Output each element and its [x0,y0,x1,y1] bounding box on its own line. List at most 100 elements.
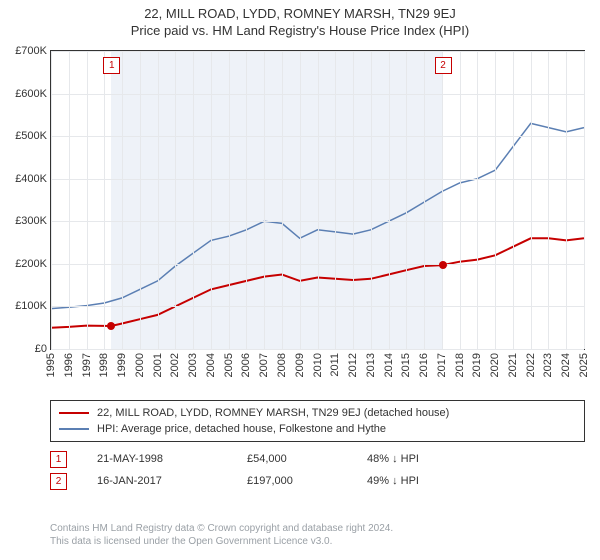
y-axis-label: £700K [15,45,47,57]
legend-row: HPI: Average price, detached house, Folk… [59,421,576,437]
gridline-vertical [87,51,88,349]
sale-row-marker: 2 [50,473,67,490]
gridline-vertical [246,51,247,349]
gridline-vertical [264,51,265,349]
legend-row: 22, MILL ROAD, LYDD, ROMNEY MARSH, TN29 … [59,405,576,421]
legend-label: 22, MILL ROAD, LYDD, ROMNEY MARSH, TN29 … [97,405,449,421]
x-axis-label: 2002 [169,353,181,377]
y-axis-label: £200K [15,258,47,270]
x-axis-label: 1996 [63,353,75,377]
sale-price: £54,000 [247,448,337,470]
x-axis-label: 2003 [187,353,199,377]
chart-area: 1995199619971998199920002001200220032004… [50,50,585,380]
x-axis-label: 2016 [418,353,430,377]
gridline-vertical [371,51,372,349]
gridline-vertical [513,51,514,349]
gridline-vertical [158,51,159,349]
sale-marker-dot [107,322,115,330]
y-axis-label: £500K [15,130,47,142]
chart-title-block: 22, MILL ROAD, LYDD, ROMNEY MARSH, TN29 … [0,0,600,38]
x-axis-label: 2022 [525,353,537,377]
gridline-vertical [51,51,52,349]
x-axis-label: 2006 [240,353,252,377]
gridline-horizontal [51,221,584,222]
gridline-vertical [424,51,425,349]
gridline-vertical [193,51,194,349]
x-axis-label: 1998 [98,353,110,377]
y-axis-label: £600K [15,88,47,100]
x-axis-label: 2012 [347,353,359,377]
y-axis-label: £300K [15,215,47,227]
gridline-horizontal [51,349,584,350]
gridline-horizontal [51,51,584,52]
x-axis-label: 2020 [489,353,501,377]
y-axis-label: £400K [15,173,47,185]
sale-row: 216-JAN-2017£197,00049% ↓ HPI [50,470,585,492]
sale-vs-hpi: 49% ↓ HPI [367,470,487,492]
x-axis-label: 2011 [329,353,341,377]
x-axis-label: 2024 [560,353,572,377]
gridline-vertical [477,51,478,349]
gridline-vertical [442,51,443,349]
sale-row: 121-MAY-1998£54,00048% ↓ HPI [50,448,585,470]
x-axis-label: 2007 [258,353,270,377]
x-axis-label: 2010 [312,353,324,377]
sale-marker-box: 1 [103,57,120,74]
gridline-vertical [122,51,123,349]
sale-marker-box: 2 [435,57,452,74]
x-axis-label: 1999 [116,353,128,377]
x-axis-label: 2008 [276,353,288,377]
footer-line-1: Contains HM Land Registry data © Crown c… [50,522,585,535]
title-line-2: Price paid vs. HM Land Registry's House … [0,23,600,38]
sale-date: 21-MAY-1998 [97,448,217,470]
gridline-horizontal [51,136,584,137]
x-axis-label: 2001 [152,353,164,377]
legend-swatch [59,428,89,430]
gridline-vertical [300,51,301,349]
x-axis-label: 2013 [365,353,377,377]
x-axis-label: 2019 [471,353,483,377]
gridline-vertical [460,51,461,349]
y-axis-label: £100K [15,300,47,312]
gridline-vertical [584,51,585,349]
sale-vs-hpi: 48% ↓ HPI [367,448,487,470]
title-line-1: 22, MILL ROAD, LYDD, ROMNEY MARSH, TN29 … [0,6,600,21]
x-axis-label: 2014 [383,353,395,377]
x-axis-label: 2015 [400,353,412,377]
gridline-vertical [69,51,70,349]
x-axis-label: 2021 [507,353,519,377]
gridline-vertical [566,51,567,349]
legend-swatch [59,412,89,414]
gridline-horizontal [51,179,584,180]
legend-label: HPI: Average price, detached house, Folk… [97,421,386,437]
sale-marker-dot [439,261,447,269]
x-axis-label: 1995 [45,353,57,377]
x-axis-label: 2023 [542,353,554,377]
x-axis-label: 2017 [436,353,448,377]
gridline-vertical [389,51,390,349]
legend: 22, MILL ROAD, LYDD, ROMNEY MARSH, TN29 … [50,400,585,442]
footer-attribution: Contains HM Land Registry data © Crown c… [50,522,585,548]
gridline-vertical [104,51,105,349]
x-axis-label: 2018 [454,353,466,377]
gridline-vertical [211,51,212,349]
gridline-vertical [229,51,230,349]
x-axis-label: 2005 [223,353,235,377]
gridline-horizontal [51,306,584,307]
gridline-vertical [353,51,354,349]
gridline-vertical [548,51,549,349]
x-axis-label: 2004 [205,353,217,377]
x-axis-label: 2000 [134,353,146,377]
gridline-vertical [335,51,336,349]
x-axis-label: 2025 [578,353,590,377]
gridline-vertical [282,51,283,349]
sale-date: 16-JAN-2017 [97,470,217,492]
gridline-horizontal [51,94,584,95]
y-axis-label: £0 [35,343,47,355]
sales-table: 121-MAY-1998£54,00048% ↓ HPI216-JAN-2017… [50,448,585,492]
gridline-vertical [175,51,176,349]
x-axis-label: 1997 [81,353,93,377]
gridline-vertical [318,51,319,349]
gridline-vertical [406,51,407,349]
gridline-vertical [531,51,532,349]
